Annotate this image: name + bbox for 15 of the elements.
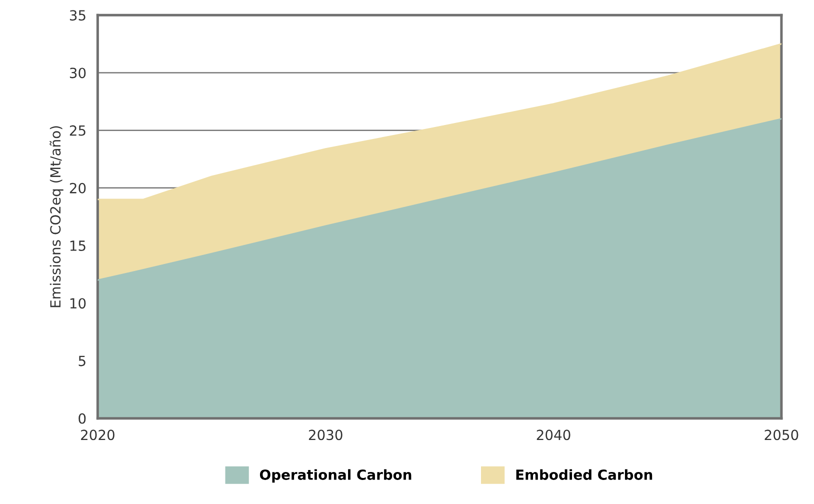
x-tick-label: 2020 <box>81 430 114 440</box>
legend-label: Embodied Carbon <box>516 469 652 480</box>
y-tick-label: 25 <box>70 125 86 136</box>
y-tick-label: 0 <box>78 413 86 424</box>
y-tick-label: 5 <box>78 356 86 366</box>
y-tick-label: 20 <box>70 182 86 194</box>
x-tick-label: 2030 <box>308 430 342 440</box>
legend-label: Operational Carbon <box>260 469 412 483</box>
x-tick-label: 2050 <box>764 430 798 440</box>
y-tick-label: 35 <box>70 10 86 21</box>
y-tick-label: 10 <box>70 298 86 309</box>
y-tick-label: 30 <box>70 68 86 78</box>
x-tick-label: 2040 <box>536 430 570 440</box>
y-tick-label: 15 <box>70 240 86 251</box>
y-axis-title: Emissions CO2eq (Mt/año) <box>50 126 64 308</box>
